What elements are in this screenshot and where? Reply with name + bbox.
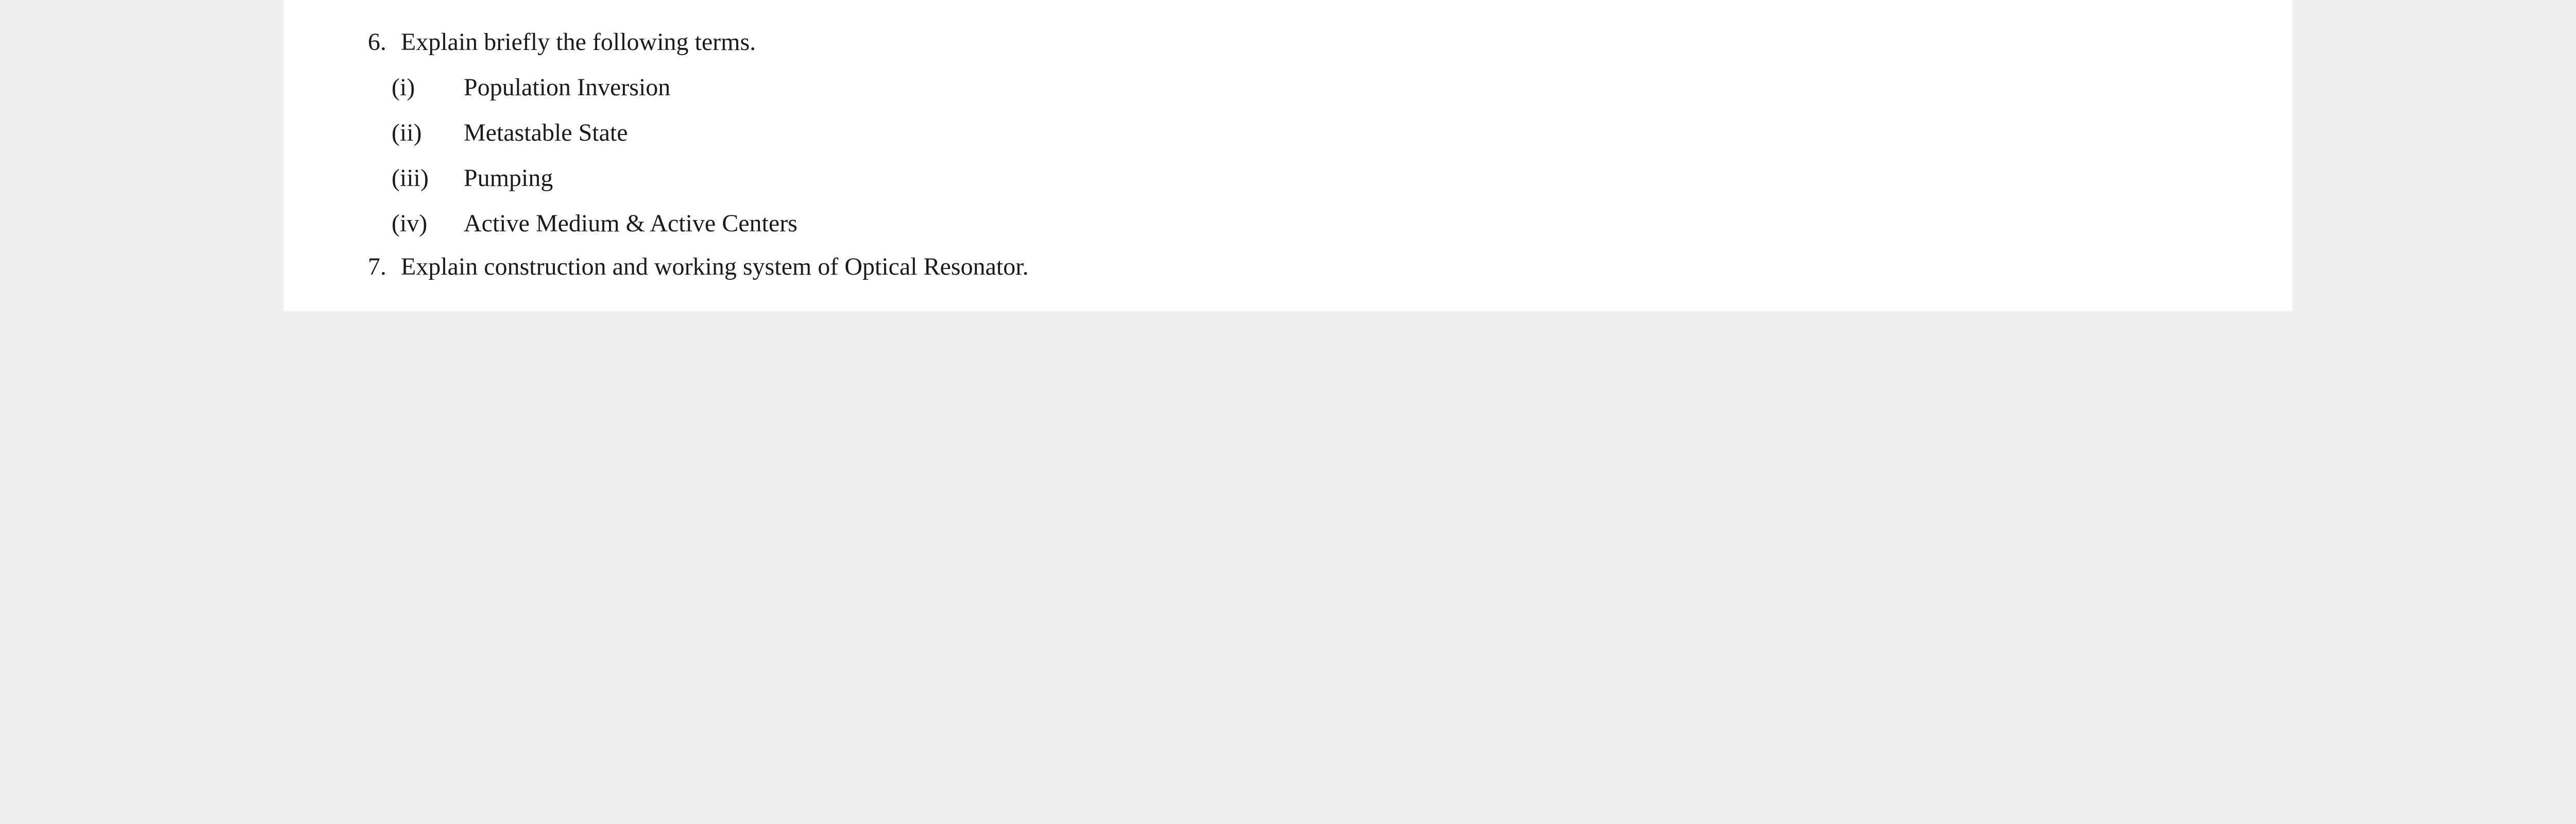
subitem: (ii) Metastable State (392, 111, 2262, 155)
document-page: 6. Explain briefly the following terms. … (283, 0, 2293, 311)
subitem-number: (iii) (392, 157, 464, 200)
subitem-number: (ii) (392, 111, 464, 155)
subitem-text: Population Inversion (464, 66, 2262, 109)
question-item: 6. Explain briefly the following terms. (314, 21, 2262, 64)
question-subitems: (i) Population Inversion (ii) Metastable… (314, 66, 2262, 245)
subitem: (iii) Pumping (392, 157, 2262, 200)
subitem-text: Metastable State (464, 111, 2262, 155)
subitem: (iv) Active Medium & Active Centers (392, 202, 2262, 245)
subitem-number: (iv) (392, 202, 464, 245)
question-text: Explain briefly the following terms. (401, 21, 2262, 64)
subitem-text: Pumping (464, 157, 2262, 200)
question-item: 7. Explain construction and working syst… (314, 245, 2262, 289)
subitem-text: Active Medium & Active Centers (464, 202, 2262, 245)
question-text: Explain construction and working system … (401, 245, 2262, 289)
question-number: 6. (314, 21, 401, 64)
question-number: 7. (314, 245, 401, 289)
subitem: (i) Population Inversion (392, 66, 2262, 109)
subitem-number: (i) (392, 66, 464, 109)
